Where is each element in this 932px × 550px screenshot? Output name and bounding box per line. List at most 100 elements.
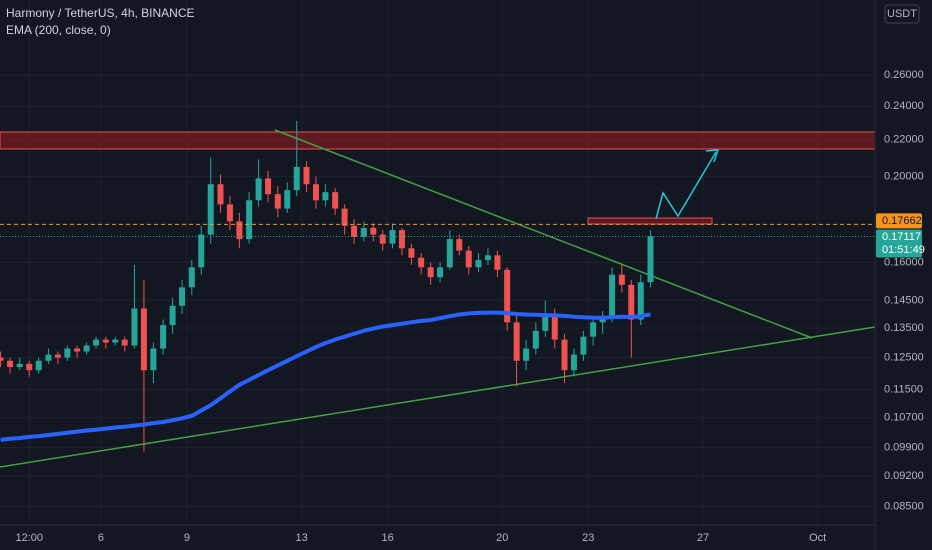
- arrow-head: [705, 149, 720, 163]
- descending-trendline: [274, 129, 813, 339]
- candle-body: [236, 221, 243, 240]
- candle-body: [513, 322, 520, 361]
- x-tick-label: 27: [697, 532, 709, 544]
- candle-body: [322, 192, 329, 201]
- candle-body: [418, 257, 425, 268]
- candle-body: [570, 354, 577, 371]
- axes: 0.08500 0.09200 0.09900 0.10700 0.11500 0.125…: [15, 69, 924, 544]
- y-tick-label: 0.10700: [884, 412, 924, 424]
- candle-body: [370, 227, 377, 235]
- candle-body: [523, 348, 530, 361]
- candle-body: [580, 336, 587, 355]
- candle-body: [265, 178, 272, 195]
- candle-body: [293, 166, 300, 191]
- candle-body: [456, 239, 463, 251]
- plot: [0, 120, 875, 452]
- y-tick-label: 0.26000: [884, 69, 924, 81]
- candle-body: [504, 269, 511, 323]
- level-tag: [876, 213, 922, 229]
- x-tick-label: 23: [582, 532, 594, 544]
- last-price-label: 0.17117: [882, 231, 921, 243]
- candle-body: [628, 284, 635, 320]
- candle-body: [246, 200, 253, 240]
- candle-body: [274, 194, 281, 209]
- candle-body: [465, 250, 472, 268]
- candle-body: [532, 330, 539, 349]
- candle-body: [494, 255, 501, 270]
- candle-body: [427, 267, 434, 278]
- candle-body: [102, 339, 109, 343]
- candle-body: [35, 360, 42, 371]
- candle-body: [217, 184, 224, 205]
- x-tick-label: 16: [381, 532, 393, 544]
- x-tick-label: 12:00: [15, 532, 43, 544]
- candle-body: [45, 354, 52, 361]
- resistance-zone: [0, 131, 876, 150]
- candle-body: [389, 230, 396, 244]
- candle-body: [408, 248, 415, 258]
- level-label: 0.17662: [882, 215, 922, 227]
- candle-body: [446, 239, 453, 268]
- candle-body: [312, 184, 319, 201]
- candle-body: [551, 313, 558, 340]
- x-tick-label: 6: [98, 532, 104, 544]
- y-tick-label: 0.13500: [884, 322, 924, 334]
- candle-body: [0, 357, 4, 361]
- candle-body: [26, 363, 33, 371]
- candle-body: [351, 225, 358, 237]
- x-tick-label: 9: [184, 532, 190, 544]
- candle-body: [303, 166, 310, 185]
- candle-body: [93, 339, 100, 346]
- candle-body: [179, 287, 186, 306]
- candle-body: [255, 178, 262, 201]
- currency[interactable]: USDT: [887, 8, 917, 20]
- candle-body: [7, 360, 14, 368]
- x-tick-label: Oct: [809, 532, 826, 544]
- candle-body: [484, 255, 491, 261]
- candle-body: [226, 204, 233, 222]
- candle-body: [618, 274, 625, 285]
- candle-body: [379, 234, 386, 244]
- chart-title: Harmony / TetherUS, 4h, BINANCE: [6, 6, 195, 20]
- y-tick-label: 0.20000: [884, 170, 924, 182]
- projection-arrow: [655, 151, 717, 220]
- candle-body: [112, 339, 119, 343]
- candle-body: [609, 274, 616, 317]
- y-tick-label: 0.14500: [884, 294, 924, 306]
- candle-body: [360, 227, 367, 237]
- candle-body: [475, 260, 482, 268]
- x-tick-label: 20: [496, 532, 508, 544]
- candle-body: [207, 184, 214, 235]
- currency-box[interactable]: [884, 4, 920, 24]
- candle-body: [188, 267, 195, 288]
- candle-body: [169, 305, 176, 326]
- candle-body: [83, 345, 90, 352]
- candle-body: [561, 339, 568, 371]
- last-price-tag: [876, 229, 922, 258]
- candle-body: [332, 192, 339, 209]
- candle-body: [198, 234, 205, 268]
- candle-body: [16, 363, 23, 368]
- y-tick-label: 0.11500: [884, 384, 923, 396]
- candle-body: [74, 348, 81, 352]
- candle-body: [590, 322, 597, 337]
- countdown: 01:51:49: [882, 244, 925, 256]
- breakout-zone: [587, 217, 713, 225]
- y-tick-label: 0.12500: [884, 352, 924, 364]
- candle-body: [647, 236, 654, 283]
- candle-body: [54, 354, 61, 358]
- candle-body: [284, 190, 291, 209]
- indicator-legend: EMA (200, close, 0): [6, 23, 111, 37]
- candle-body: [160, 325, 167, 349]
- candle-body: [121, 339, 128, 346]
- y-tick-label: 0.08500: [884, 500, 924, 512]
- y-tick-label: 0.16000: [884, 256, 924, 268]
- y-tick-label: 0.22000: [884, 134, 924, 146]
- candle-body: [542, 313, 549, 331]
- candle-body: [637, 282, 644, 320]
- candle-body: [437, 267, 444, 278]
- candle-body: [341, 208, 348, 226]
- candle-body: [64, 348, 71, 358]
